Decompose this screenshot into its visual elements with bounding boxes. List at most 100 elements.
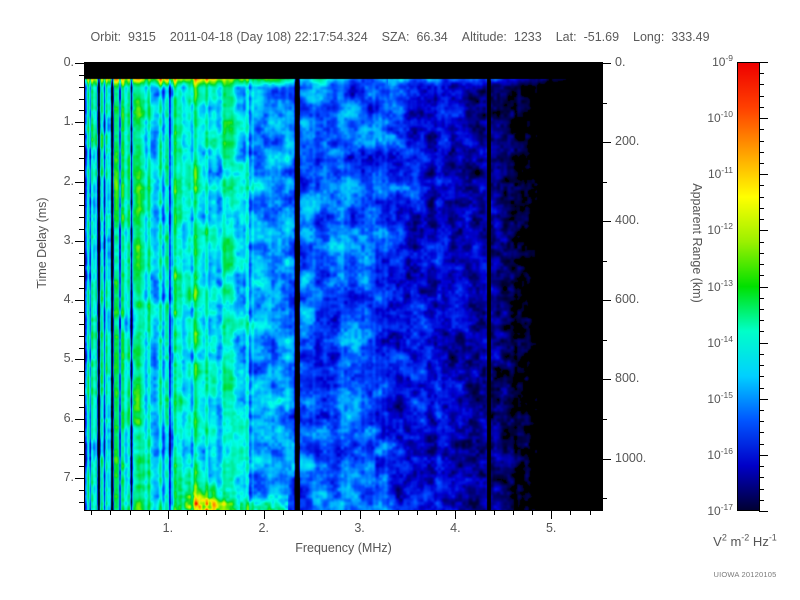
colorbar-units-label: V2 m-2 Hz-1 [690,533,800,549]
colorbar-minor-tick [759,219,764,220]
colorbar-minor-tick [759,298,764,299]
x-minor-tick [570,510,571,515]
colorbar-minor-tick [759,432,764,433]
x-minor-tick-top [130,63,131,68]
y-minor-tick-left [79,265,84,266]
x-major-tick [360,510,361,519]
x-minor-tick-top [149,63,150,68]
x-tick-label: 3. [354,521,365,535]
y-minor-tick-right [602,340,607,341]
y-major-tick-right [602,379,611,380]
y-axis-left-title: Time Delay (ms) [35,197,49,289]
y-right-tick-label: 400. [615,213,640,228]
x-minor-tick [513,510,514,515]
colorbar-major-tick [759,174,768,175]
x-minor-tick-top [379,63,380,68]
x-minor-tick [417,510,418,515]
y-minor-tick-left [79,336,84,337]
x-tick-label: 1. [162,521,174,535]
y-minor-tick-left [79,158,84,159]
x-major-tick-top [168,63,169,72]
colorbar-minor-tick [759,264,764,265]
colorbar-minor-tick [759,185,764,186]
x-minor-tick [225,510,226,515]
x-minor-tick [532,510,533,515]
x-minor-tick-top [513,63,514,68]
y-major-tick-right [602,221,611,222]
y-major-tick-left [75,241,84,242]
x-minor-tick-top [340,63,341,68]
lat-label: Lat: [555,30,577,44]
y-minor-tick-right [602,419,607,420]
x-minor-tick-top [302,63,303,68]
colorbar-tick-label: 10-14 [707,333,733,350]
x-minor-tick [302,510,303,515]
colorbar-major-tick [759,343,768,344]
colorbar-minor-tick [759,208,764,209]
long-label: Long: [633,30,665,44]
x-minor-tick-top [570,63,571,68]
colorbar-minor-tick [759,388,764,389]
y-minor-tick-left [79,87,84,88]
x-tick-label: 4. [450,521,461,535]
y-minor-tick-left [79,431,84,432]
x-minor-tick [149,510,150,515]
x-minor-tick [590,510,591,515]
x-minor-tick [130,510,131,515]
x-minor-tick-top [417,63,418,68]
sza-value: 66.34 [416,30,448,44]
colorbar-minor-tick [759,331,764,332]
y-major-tick-right [602,300,611,301]
colorbar-minor-tick [759,466,764,467]
colorbar-minor-tick [759,197,764,198]
observation-datetime: 2011-04-18 (Day 108) 22:17:54.324 [169,30,368,44]
x-minor-tick-top [494,63,495,68]
y-minor-tick-left [79,229,84,230]
colorbar-minor-tick [759,253,764,254]
y-minor-tick-right [602,498,607,499]
colorbar-minor-tick [759,477,764,478]
y-minor-tick-left [79,276,84,277]
colorbar [737,62,760,511]
y-minor-tick-left [79,312,84,313]
x-minor-tick [187,510,188,515]
x-minor-tick-top [225,63,226,68]
x-minor-tick-top [283,63,284,68]
colorbar-minor-tick [759,163,764,164]
y-minor-tick-right [602,261,607,262]
y-minor-tick-right [602,182,607,183]
y-right-tick-label: 1000. [615,450,647,465]
sza-label: SZA: [381,30,410,44]
colorbar-major-tick [759,287,768,288]
colorbar-minor-tick [759,489,764,490]
colorbar-tick-label: 10-16 [707,445,733,462]
y-left-tick-label: 4. [63,292,74,307]
y-left-tick-label: 3. [63,232,74,247]
y-minor-tick-left [79,205,84,206]
x-major-tick-top [455,63,456,72]
x-minor-tick-top [91,63,92,68]
colorbar-minor-tick [759,73,764,74]
orbit-value: 9315 [128,30,156,44]
colorbar-minor-tick [759,107,764,108]
y-minor-tick-left [79,253,84,254]
x-minor-tick-top [475,63,476,68]
colorbar-major-tick [759,399,768,400]
colorbar-major-tick [759,230,768,231]
altitude-value: 1233 [513,30,542,44]
y-major-tick-right [602,63,611,64]
x-minor-tick [436,510,437,515]
y-left-tick-label: 6. [63,410,74,425]
x-minor-tick [398,510,399,515]
x-major-tick-top [360,63,361,72]
x-major-tick [168,510,169,519]
colorbar-minor-tick [759,320,764,321]
header-metadata: Orbit: 9315 2011-04-18 (Day 108) 22:17:54.… [0,30,800,44]
y-minor-tick-left [79,170,84,171]
credit-label: UIOWA 20120105 [713,570,777,579]
colorbar-minor-tick [759,410,764,411]
x-minor-tick [245,510,246,515]
y-left-tick-label: 1. [63,114,74,129]
x-minor-tick-top [398,63,399,68]
